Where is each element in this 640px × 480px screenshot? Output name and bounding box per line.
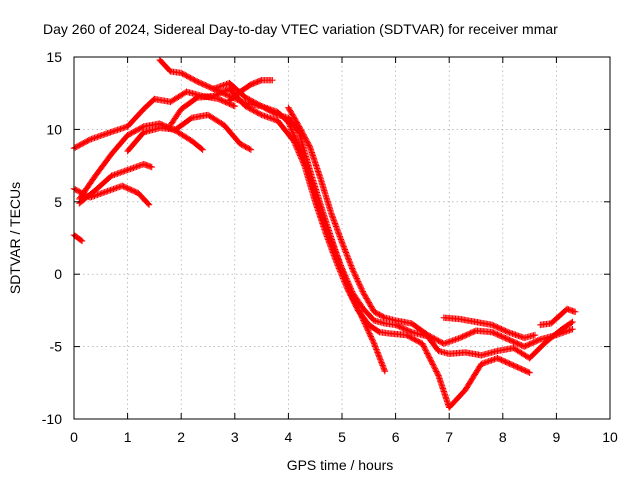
x-axis-label: GPS time / hours	[287, 457, 394, 473]
marker-track	[210, 79, 389, 375]
marker-track	[285, 104, 576, 350]
series-track-14	[555, 305, 579, 320]
axis-ticks: 0 1 2 3 4 5 6 7 8 9 10 -10 -5 0 5 10 15	[42, 49, 618, 445]
marker-track	[167, 85, 533, 411]
marker-track	[440, 314, 539, 342]
y-tick-label: -10	[42, 411, 62, 427]
series-track-8	[167, 85, 533, 411]
marker-track	[537, 312, 563, 329]
series-track-13	[537, 312, 563, 329]
data-markers	[70, 56, 579, 411]
y-tick-label: 10	[46, 121, 62, 137]
marker-track	[70, 182, 153, 208]
y-tick-label: 15	[46, 49, 62, 65]
x-tick-label: 10	[602, 429, 618, 445]
marker-track	[156, 56, 576, 362]
chart-title: Day 260 of 2024, Sidereal Day-to-day VTE…	[43, 21, 558, 37]
x-tick-label: 8	[499, 429, 507, 445]
x-tick-label: 0	[70, 429, 78, 445]
x-tick-label: 1	[124, 429, 132, 445]
marker-track	[124, 111, 255, 155]
series-track-9	[210, 79, 389, 375]
y-tick-label: 5	[54, 194, 62, 210]
marker-track	[70, 231, 86, 245]
series-track-10	[226, 76, 276, 104]
series-track-3	[70, 182, 153, 208]
x-tick-label: 5	[338, 429, 346, 445]
x-tick-label: 7	[445, 429, 453, 445]
series-track-7	[156, 56, 576, 362]
y-tick-label: 0	[54, 266, 62, 282]
marker-track	[555, 305, 579, 320]
marker-track	[226, 76, 276, 104]
marker-track	[76, 160, 155, 207]
series-track-12	[440, 314, 539, 342]
y-axis-label: SDTVAR / TECUs	[7, 182, 23, 294]
series-track-4	[76, 160, 155, 207]
series-track-5	[70, 231, 86, 245]
y-tick-label: -5	[50, 339, 63, 355]
x-tick-label: 3	[231, 429, 239, 445]
x-tick-label: 9	[553, 429, 561, 445]
x-tick-label: 4	[285, 429, 293, 445]
x-tick-label: 2	[177, 429, 185, 445]
x-tick-label: 6	[392, 429, 400, 445]
series-track-11	[285, 104, 576, 350]
series-track-6	[124, 111, 255, 155]
